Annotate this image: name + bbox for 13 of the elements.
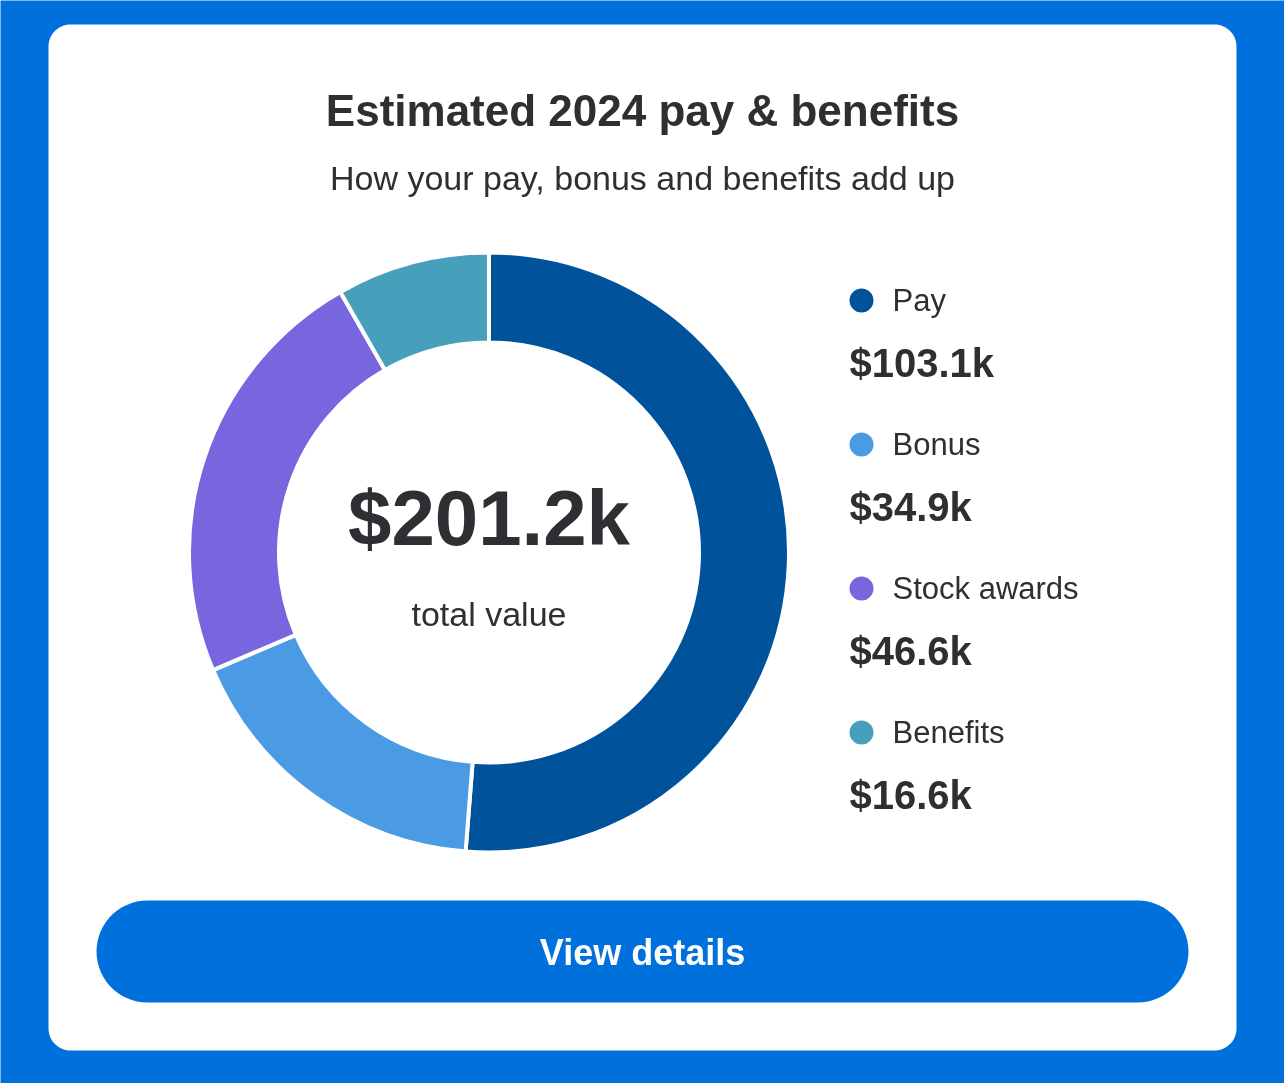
data-label: $103.1k: [849, 340, 995, 385]
legend-label: Stock awards: [892, 571, 1079, 606]
chart-title: Estimated 2024 pay & benefits: [325, 86, 960, 135]
data-label: $34.9k: [849, 484, 973, 529]
legend-label: Bonus: [892, 427, 981, 462]
legend-label: Pay: [892, 283, 947, 318]
data-label: $16.6k: [849, 772, 973, 817]
text: $201.2k: [348, 473, 631, 562]
text: total value: [411, 594, 567, 633]
legend-label: Benefits: [892, 715, 1005, 750]
chart-subtitle: How your pay, bonus and benefits add up: [329, 158, 956, 197]
text: View details: [539, 932, 746, 973]
data-label: $46.6k: [849, 628, 973, 673]
